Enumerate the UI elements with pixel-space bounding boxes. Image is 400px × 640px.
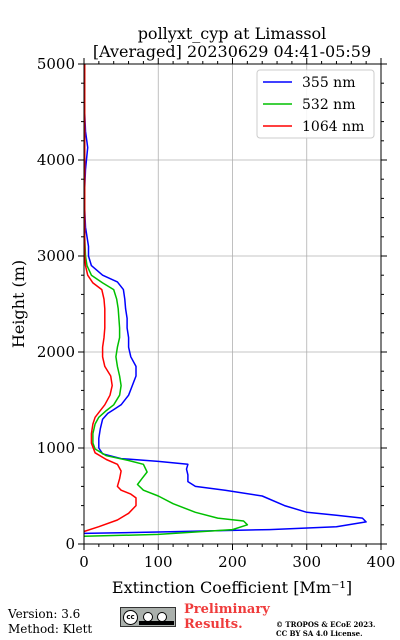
- y-axis-label: Height (m): [9, 260, 28, 348]
- x-tick-label: 300: [292, 553, 321, 571]
- y-tick-label: 0: [65, 535, 75, 553]
- y-tick-label: 1000: [37, 439, 75, 457]
- y-tick-label: 5000: [37, 55, 75, 73]
- version-text: Version: 3.6: [8, 607, 81, 621]
- legend-label-1064nm: 1064 nm: [302, 119, 364, 135]
- legend-label-355nm: 355 nm: [302, 75, 355, 91]
- legend: 355 nm 532 nm 1064 nm: [256, 69, 375, 139]
- method-text: Method: Klett: [8, 622, 93, 636]
- footer-version-info: Version: 3.6 Method: Klett: [8, 607, 92, 637]
- y-tick-label: 4000: [37, 151, 75, 169]
- preliminary-results-note: Preliminary Results.: [184, 602, 270, 632]
- legend-box: [256, 69, 375, 139]
- preliminary-line-2: Results.: [184, 617, 243, 632]
- x-tick-label: 100: [144, 553, 173, 571]
- copyright-line-2: CC BY SA 4.0 License.: [276, 629, 363, 638]
- series-line-355nm: [83, 64, 367, 535]
- x-tick-label: 200: [218, 553, 247, 571]
- cc-license-badge: cc: [120, 607, 176, 627]
- x-axis-label: Extinction Coefficient [Mm⁻¹]: [112, 578, 352, 597]
- x-tick-label: 0: [79, 553, 89, 571]
- copyright-line-1: © TROPOS & ECoE 2023.: [276, 620, 376, 629]
- y-tick-label: 2000: [37, 343, 75, 361]
- preliminary-line-1: Preliminary: [184, 602, 270, 617]
- series-line-1064nm: [83, 64, 137, 533]
- cc-badge-strip: [139, 621, 174, 625]
- y-tick-label: 3000: [37, 247, 75, 265]
- cc-icon: cc: [123, 610, 138, 625]
- legend-label-532nm: 532 nm: [302, 97, 355, 113]
- series-line-532nm: [83, 64, 249, 538]
- chart-title-line-1: pollyxt_cyp at Limassol: [138, 24, 327, 43]
- x-tick-label: 400: [367, 553, 396, 571]
- extinction-profile-chart: pollyxt_cyp at Limassol [Averaged] 20230…: [9, 24, 396, 597]
- copyright-notice: © TROPOS & ECoE 2023. CC BY SA 4.0 Licen…: [276, 620, 375, 638]
- chart-title-line-2: [Averaged] 20230629 04:41-05:59: [93, 42, 371, 61]
- series-lines: [83, 64, 367, 538]
